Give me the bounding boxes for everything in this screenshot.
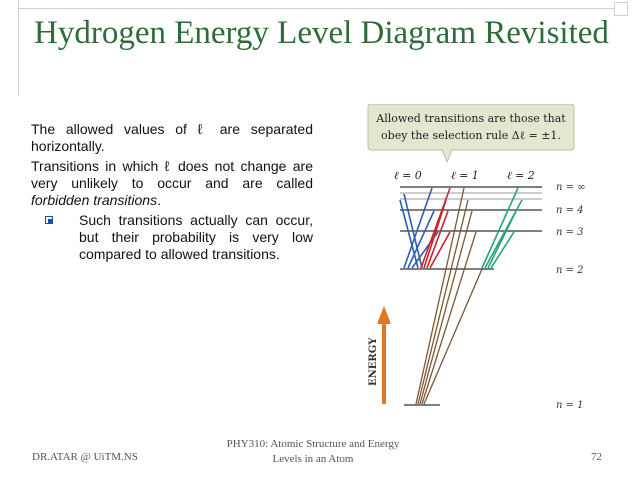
- energy-label: ENERGY: [368, 337, 379, 386]
- slide-title: Hydrogen Energy Level Diagram Revisited: [34, 15, 609, 51]
- green-transitions: [481, 187, 523, 269]
- paragraph-1: The allowed values of ℓ are separated ho…: [31, 121, 313, 154]
- bullet-item: Such transitions actually can occur, but…: [31, 212, 313, 263]
- callout-pointer: [441, 149, 453, 164]
- slide-body: The allowed values of ℓ are separated ho…: [31, 121, 313, 263]
- l-label-2: ℓ = 2: [507, 169, 535, 182]
- n-label-3: n = 3: [556, 227, 584, 238]
- bullet-text: Such transitions actually can occur, but…: [79, 212, 313, 262]
- frame-line-horizontal: [18, 8, 628, 9]
- l-label-1: ℓ = 1: [451, 169, 479, 182]
- n-label-4: n = 4: [556, 205, 584, 216]
- red-transitions: [420, 187, 451, 269]
- bullet-square-icon: [45, 216, 53, 224]
- paragraph-2: Transitions in which ℓ does not change a…: [31, 158, 313, 208]
- callout-line-2: obey the selection rule Δℓ = ±1.: [381, 129, 561, 142]
- footer-author: DR.ATAR @ UiTM.NS: [32, 451, 138, 463]
- footer-course-line-1: PHY310: Atomic Structure and Energy: [226, 438, 400, 450]
- callout-box: [367, 104, 575, 151]
- corner-square: [614, 2, 628, 16]
- page-number: 72: [591, 451, 602, 463]
- brown-transitions: [415, 187, 483, 405]
- energy-arrow-head: [377, 306, 391, 324]
- frame-line-vertical: [18, 0, 19, 96]
- energy-level-diagram: Allowed transitions are those that obey …: [367, 104, 586, 411]
- footer-course: PHY310: Atomic Structure and Energy Leve…: [218, 437, 408, 467]
- n-label-2: n = 2: [556, 265, 584, 276]
- callout-line-1: Allowed transitions are those that: [375, 112, 566, 125]
- l-label-0: ℓ = 0: [394, 169, 422, 182]
- n-label-1: n = 1: [556, 400, 584, 411]
- footer-course-line-2: Levels in an Atom: [272, 453, 354, 465]
- blue-transitions: [399, 187, 439, 269]
- n-label-inf: n = ∞: [556, 182, 586, 193]
- forbidden-transitions-term: forbidden transitions: [31, 192, 158, 208]
